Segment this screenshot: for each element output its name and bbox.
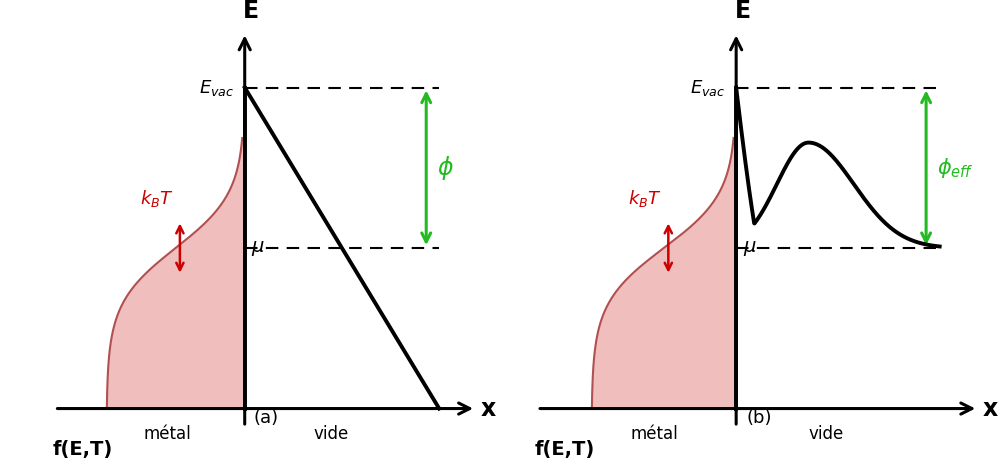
Text: $\mu$: $\mu$	[251, 239, 265, 257]
Text: vide: vide	[809, 424, 844, 443]
Text: $k_B T$: $k_B T$	[628, 188, 661, 209]
Text: $E_{vac}$: $E_{vac}$	[689, 77, 725, 98]
Text: métal: métal	[143, 424, 191, 443]
Text: $k_B T$: $k_B T$	[140, 188, 174, 209]
Text: (b): (b)	[746, 409, 772, 427]
Text: E: E	[243, 0, 259, 23]
Text: f(E,T): f(E,T)	[535, 440, 595, 459]
Text: x: x	[983, 397, 998, 421]
Text: $\mu$: $\mu$	[743, 239, 757, 257]
Text: (a): (a)	[253, 409, 279, 427]
Text: $\phi$: $\phi$	[437, 154, 454, 182]
Text: $E_{vac}$: $E_{vac}$	[199, 77, 234, 98]
Text: $\phi_{eff}$: $\phi_{eff}$	[938, 156, 974, 180]
Text: E: E	[735, 0, 751, 23]
Text: vide: vide	[314, 424, 349, 443]
Text: métal: métal	[631, 424, 678, 443]
Text: f(E,T): f(E,T)	[52, 440, 113, 459]
Text: x: x	[480, 397, 495, 421]
